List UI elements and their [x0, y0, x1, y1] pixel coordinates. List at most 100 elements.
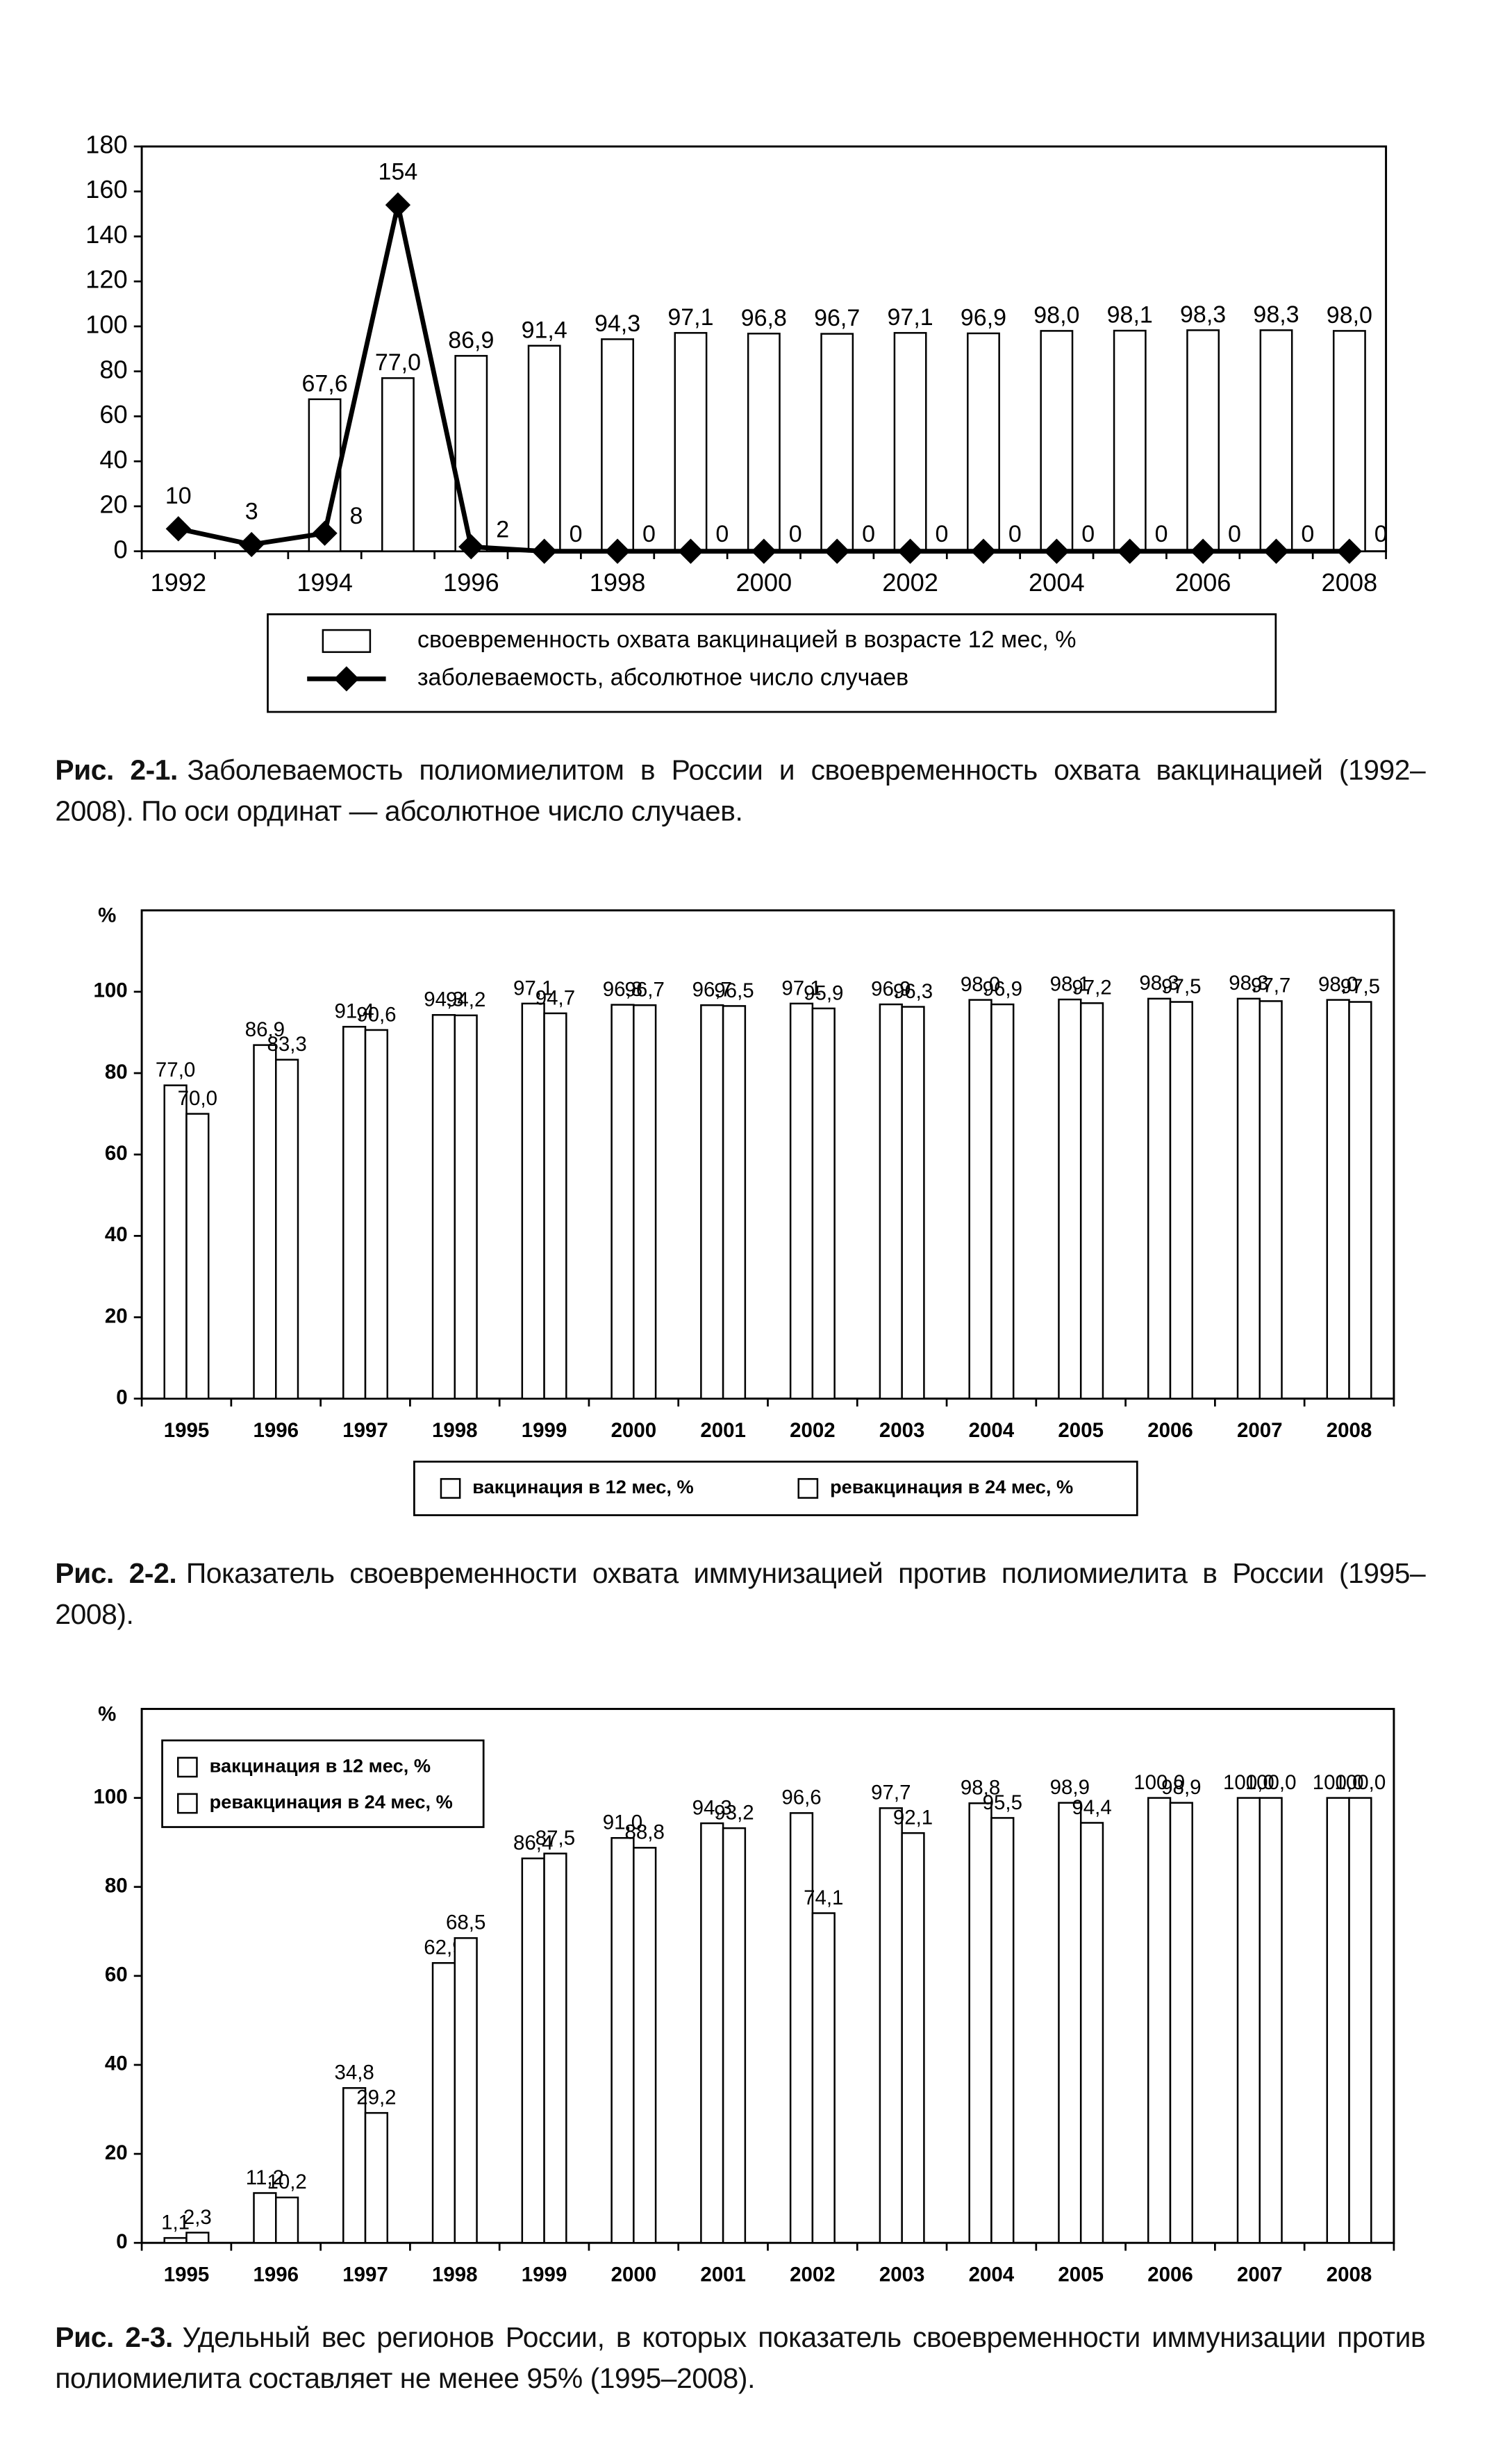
bar	[1348, 1797, 1372, 2244]
value-label: 34,8	[334, 2061, 374, 2084]
value-label: 87,5	[535, 1827, 575, 1850]
value-label: 2	[496, 517, 509, 543]
bar	[1258, 1797, 1283, 2244]
value-label: 70,0	[178, 1087, 217, 1110]
value-label: 3	[245, 499, 258, 525]
value-label: 97,5	[1161, 975, 1201, 998]
value-label: 91,4	[334, 1000, 374, 1023]
value-label: 0	[1155, 521, 1168, 547]
x-tick-label: 2008	[1327, 1419, 1372, 1442]
value-label: 91,4	[522, 317, 567, 343]
marker	[239, 531, 265, 558]
x-tick-label: 2008	[1327, 2264, 1372, 2286]
value-label: 90,6	[356, 1003, 396, 1026]
bar	[990, 1003, 1015, 1400]
value-label: 100,0	[1223, 1771, 1274, 1794]
value-label: 91,0	[603, 1811, 642, 1834]
y-tick-label: 20	[105, 1304, 128, 1327]
y-tick-label: 40	[105, 2052, 128, 2075]
bar	[364, 2111, 389, 2244]
x-tick-label: 2005	[1058, 1419, 1104, 1442]
x-tick-label: 2001	[700, 1419, 746, 1442]
bar	[879, 1003, 903, 1400]
bar	[747, 333, 781, 552]
bar	[1348, 1001, 1372, 1400]
bar	[1040, 330, 1074, 552]
bar	[1326, 1797, 1350, 2244]
bar	[185, 1113, 210, 1400]
bar	[381, 377, 415, 552]
value-label: 8	[349, 503, 363, 529]
bar	[610, 1836, 635, 2244]
bar	[454, 1014, 478, 1400]
bar	[1079, 1822, 1104, 2244]
y-tick-label: 160	[85, 175, 128, 204]
bar	[722, 1005, 747, 1400]
bar	[185, 2232, 210, 2244]
marker	[385, 192, 411, 218]
value-label: 100,0	[1313, 1771, 1364, 1794]
caption-label: Рис. 2-3.	[55, 2321, 173, 2353]
y-tick-label: 40	[105, 1223, 128, 1246]
value-label: 98,9	[1161, 1776, 1201, 1799]
value-label: 96,7	[692, 979, 732, 1002]
x-tick-label: 2006	[1147, 1419, 1193, 1442]
value-label: 86,4	[513, 1832, 553, 1854]
value-label: 86,9	[448, 327, 494, 354]
x-tick-label: 2007	[1237, 1419, 1283, 1442]
y-tick-label: 20	[99, 490, 127, 519]
bar	[700, 1822, 724, 2244]
x-tick-label: 2003	[879, 2264, 925, 2286]
value-label: 0	[642, 521, 656, 547]
x-tick-label: 2002	[790, 1419, 836, 1442]
marker	[312, 520, 338, 546]
y-tick-label: 80	[105, 1874, 128, 1897]
bar	[1326, 999, 1350, 1400]
bar	[342, 2087, 367, 2244]
caption-label: Рис. 2-1.	[55, 754, 178, 786]
y-tick-label: 80	[99, 355, 127, 383]
value-label: 97,2	[1072, 977, 1111, 999]
bar	[967, 332, 1000, 552]
value-label: 97,5	[1340, 975, 1380, 998]
bar	[968, 1802, 992, 2244]
x-tick-label: 1996	[443, 568, 499, 597]
x-tick-label: 2004	[969, 2264, 1015, 2286]
x-tick-label: 2006	[1175, 568, 1231, 597]
value-label: 93,2	[714, 1802, 754, 1825]
caption-label: Рис. 2-2.	[55, 1557, 177, 1590]
value-label: 96,7	[814, 305, 860, 331]
value-label: 96,9	[983, 977, 1022, 1000]
bar	[1058, 1802, 1082, 2244]
value-label: 98,0	[1327, 302, 1372, 329]
value-label: 0	[1081, 521, 1095, 547]
x-tick-label: 1998	[590, 568, 646, 597]
bar	[968, 999, 992, 1400]
value-label: 86,9	[245, 1018, 285, 1041]
marker	[458, 534, 484, 560]
bar	[1079, 1002, 1104, 1400]
bar	[1186, 329, 1220, 552]
bar	[700, 1004, 724, 1400]
caption: Рис. 2-2. Показатель своевременности охва…	[55, 1553, 1425, 1635]
value-label: 77,0	[375, 349, 421, 376]
y-tick-label: 100	[85, 310, 128, 338]
y-tick-label: 80	[105, 1061, 128, 1084]
bar	[253, 2192, 277, 2244]
bar	[879, 1807, 903, 2244]
value-label: 96,5	[714, 979, 754, 1002]
value-label: 68,5	[446, 1911, 485, 1934]
bar	[633, 1004, 657, 1400]
x-tick-label: 2001	[700, 2264, 746, 2286]
x-tick-label: 1999	[522, 2264, 567, 2286]
value-label: 10	[165, 483, 192, 509]
y-tick-label: 0	[114, 535, 128, 563]
value-label: 0	[862, 521, 875, 547]
bar	[610, 1004, 635, 1400]
bar	[431, 1962, 456, 2244]
x-tick-label: 2000	[611, 2264, 657, 2286]
value-label: 11,2	[246, 2166, 284, 2189]
caption-text: Удельный вес регионов России, в которых …	[55, 2321, 1426, 2394]
